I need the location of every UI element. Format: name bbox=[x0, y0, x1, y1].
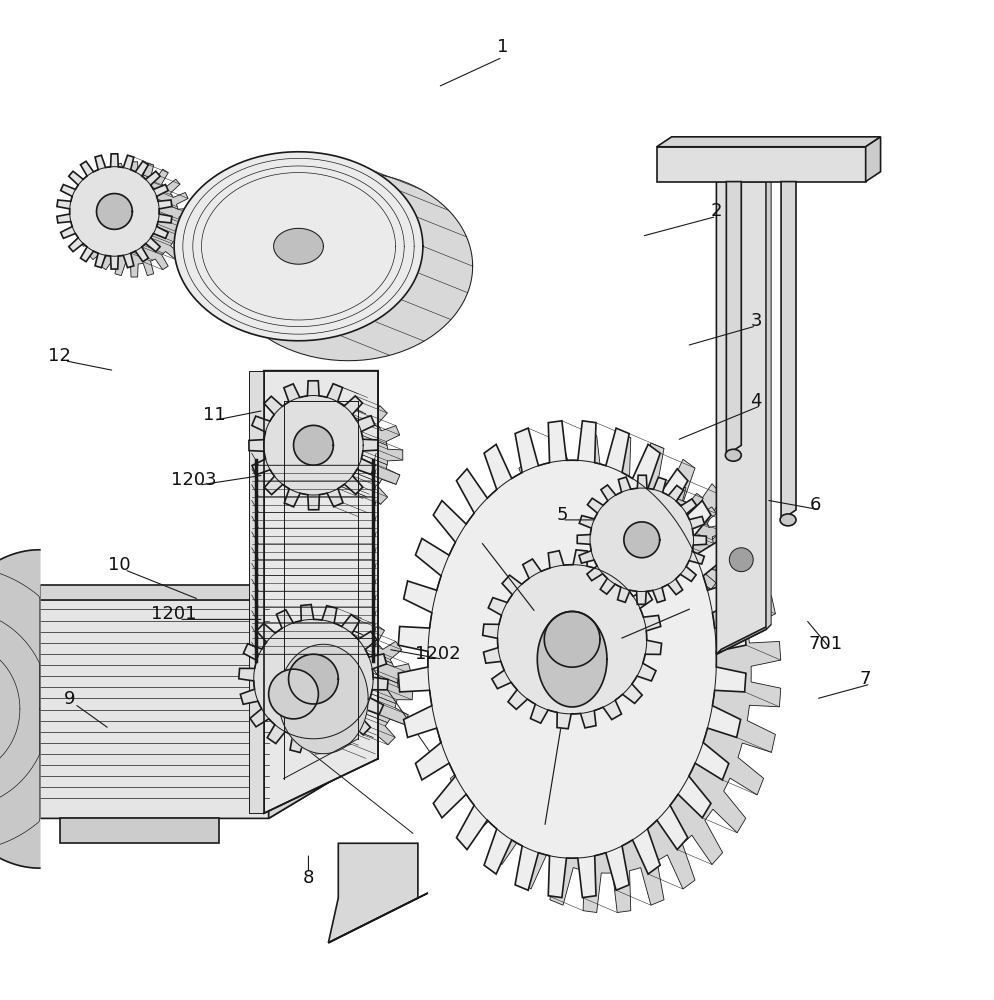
Text: 8: 8 bbox=[302, 869, 314, 887]
Text: 1203: 1203 bbox=[171, 471, 217, 489]
Polygon shape bbox=[780, 182, 795, 520]
Polygon shape bbox=[40, 585, 368, 599]
Ellipse shape bbox=[779, 514, 795, 526]
Polygon shape bbox=[544, 611, 599, 667]
Polygon shape bbox=[502, 558, 681, 737]
Text: 10: 10 bbox=[108, 556, 130, 574]
Polygon shape bbox=[726, 182, 741, 455]
Polygon shape bbox=[328, 893, 427, 943]
Text: 1: 1 bbox=[496, 38, 508, 56]
Polygon shape bbox=[239, 605, 388, 754]
Text: 6: 6 bbox=[809, 496, 821, 514]
Polygon shape bbox=[273, 391, 403, 520]
Polygon shape bbox=[248, 381, 378, 510]
Polygon shape bbox=[623, 522, 659, 558]
Polygon shape bbox=[596, 483, 726, 612]
Text: 11: 11 bbox=[203, 406, 225, 424]
Polygon shape bbox=[0, 550, 40, 868]
Polygon shape bbox=[248, 371, 263, 813]
Polygon shape bbox=[765, 177, 770, 629]
Polygon shape bbox=[288, 654, 338, 704]
Polygon shape bbox=[174, 152, 422, 341]
Polygon shape bbox=[96, 194, 132, 229]
Polygon shape bbox=[537, 611, 606, 707]
Text: 3: 3 bbox=[749, 312, 761, 330]
Polygon shape bbox=[482, 550, 661, 729]
Polygon shape bbox=[656, 137, 880, 147]
Polygon shape bbox=[278, 644, 368, 754]
Polygon shape bbox=[263, 614, 413, 764]
Polygon shape bbox=[716, 182, 765, 654]
Polygon shape bbox=[293, 425, 333, 465]
Polygon shape bbox=[57, 154, 172, 269]
Text: 2: 2 bbox=[710, 202, 722, 220]
Text: 1202: 1202 bbox=[414, 645, 460, 663]
Polygon shape bbox=[328, 843, 417, 943]
Text: 9: 9 bbox=[64, 690, 76, 708]
Polygon shape bbox=[716, 624, 770, 654]
Polygon shape bbox=[77, 162, 192, 277]
Polygon shape bbox=[224, 172, 472, 361]
Text: 7: 7 bbox=[859, 670, 871, 688]
Polygon shape bbox=[273, 228, 323, 264]
Polygon shape bbox=[656, 147, 865, 182]
Polygon shape bbox=[60, 818, 219, 843]
Polygon shape bbox=[268, 585, 368, 818]
Text: 701: 701 bbox=[808, 635, 842, 653]
Polygon shape bbox=[398, 421, 746, 898]
Text: 5: 5 bbox=[556, 506, 568, 524]
Polygon shape bbox=[865, 137, 880, 182]
Polygon shape bbox=[432, 436, 780, 913]
Text: 12: 12 bbox=[49, 347, 71, 365]
Ellipse shape bbox=[725, 449, 741, 461]
Polygon shape bbox=[577, 475, 706, 604]
Text: 4: 4 bbox=[749, 391, 761, 410]
Text: 1201: 1201 bbox=[151, 605, 197, 623]
Circle shape bbox=[729, 548, 752, 572]
Polygon shape bbox=[263, 371, 378, 813]
Polygon shape bbox=[40, 599, 368, 818]
Circle shape bbox=[268, 669, 318, 719]
